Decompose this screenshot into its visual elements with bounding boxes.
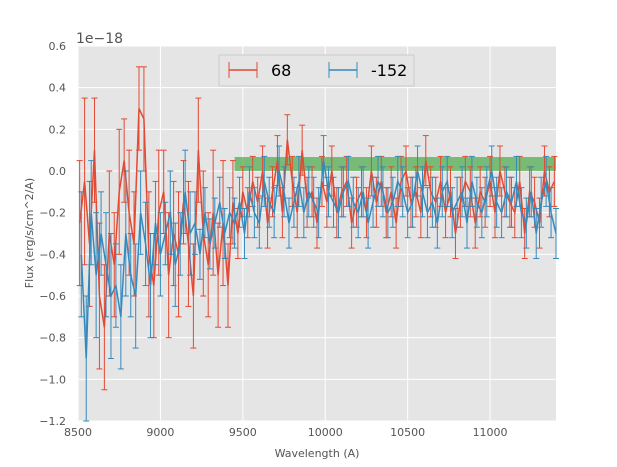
- green-band-rect: [234, 157, 556, 171]
- x-tick-label: 9000: [146, 426, 174, 439]
- y-tick-label: −0.6: [39, 290, 66, 303]
- y-tick-label: 0.2: [49, 123, 67, 136]
- y-tick-label: −1.0: [39, 373, 66, 386]
- series-group: [76, 66, 559, 422]
- x-axis-label: Wavelength (A): [275, 447, 360, 460]
- offset-text: 1e−18: [76, 31, 123, 47]
- y-tick-label: 0.0: [49, 165, 67, 178]
- legend-label: -152: [371, 61, 407, 80]
- y-tick-label: −0.2: [39, 207, 66, 220]
- y-tick-label: 0.4: [49, 82, 67, 95]
- y-tick-label: −0.4: [39, 248, 66, 261]
- y-tick-label: 0.6: [49, 40, 67, 53]
- legend-label: 68: [271, 61, 291, 80]
- x-tick-label: 9500: [229, 426, 257, 439]
- x-tick-label: 8500: [64, 426, 92, 439]
- legend: 68 -152: [218, 54, 415, 87]
- ticks: 8500 9000 9500 10000 10500 11000 0.6 0.4 0.2 0.0 −…: [39, 40, 507, 439]
- x-tick-label: 11000: [473, 426, 508, 439]
- y-tick-label: −0.8: [39, 332, 66, 345]
- x-tick-label: 10500: [390, 426, 425, 439]
- x-tick-label: 10000: [308, 426, 343, 439]
- y-tick-label: −1.2: [39, 415, 66, 428]
- y-axis-label: Flux (erg/s/cm^2/A): [23, 178, 36, 288]
- series-line: [80, 160, 557, 359]
- series--152: [78, 135, 559, 422]
- green-band: [234, 157, 556, 171]
